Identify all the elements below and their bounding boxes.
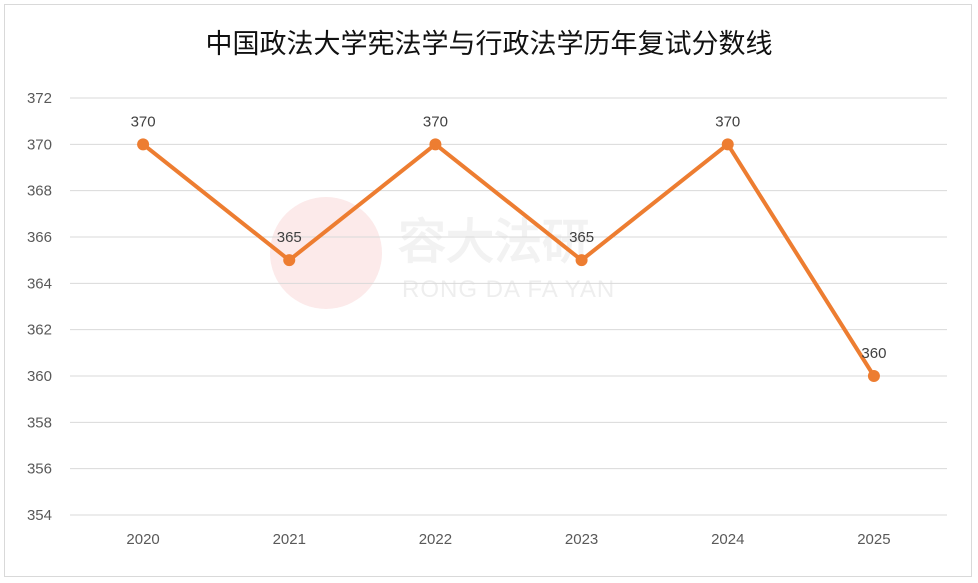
watermark-logo-icon	[270, 197, 382, 309]
gridlines	[70, 97, 947, 516]
watermark-text-en: RONG DA FA YAN	[402, 276, 615, 303]
data-label: 365	[277, 229, 302, 246]
y-tick-label: 370	[27, 136, 52, 153]
y-tick-label: 360	[27, 368, 52, 385]
data-point	[867, 370, 880, 382]
chart-frame	[4, 4, 972, 577]
chart-title: 中国政法大学宪法学与行政法学历年复试分数线	[206, 29, 773, 60]
data-label: 370	[423, 113, 448, 130]
x-tick-label: 2024	[711, 531, 744, 548]
y-tick-label: 368	[27, 183, 52, 200]
watermark: 容大法研 RONG DA FA YAN	[270, 197, 615, 309]
x-tick-label: 2022	[419, 531, 452, 548]
y-tick-label: 358	[27, 414, 52, 431]
y-tick-label: 364	[27, 275, 52, 292]
x-axis: 2020 2021 2022 2023 2024 2025	[126, 531, 890, 548]
data-point	[575, 254, 588, 267]
y-tick-label: 356	[27, 461, 52, 478]
data-label: 370	[131, 113, 156, 130]
data-point	[429, 138, 442, 151]
series-line-group: 370 365 370 365 370 360	[131, 113, 886, 382]
data-point	[721, 138, 734, 151]
data-label: 365	[569, 229, 594, 246]
x-tick-label: 2021	[273, 531, 306, 548]
x-tick-label: 2023	[565, 531, 598, 548]
y-tick-label: 362	[27, 322, 52, 339]
y-axis: 354 356 358 360 362 364 366 368 370 372	[27, 90, 52, 524]
y-tick-label: 366	[27, 229, 52, 246]
y-tick-label: 372	[27, 90, 52, 107]
x-tick-label: 2025	[857, 531, 890, 548]
y-tick-label: 354	[27, 507, 52, 524]
x-tick-label: 2020	[126, 531, 159, 548]
data-label: 360	[861, 345, 886, 362]
series-line	[141, 142, 876, 378]
data-point	[283, 254, 296, 267]
data-label: 370	[715, 113, 740, 130]
data-point	[137, 138, 150, 151]
